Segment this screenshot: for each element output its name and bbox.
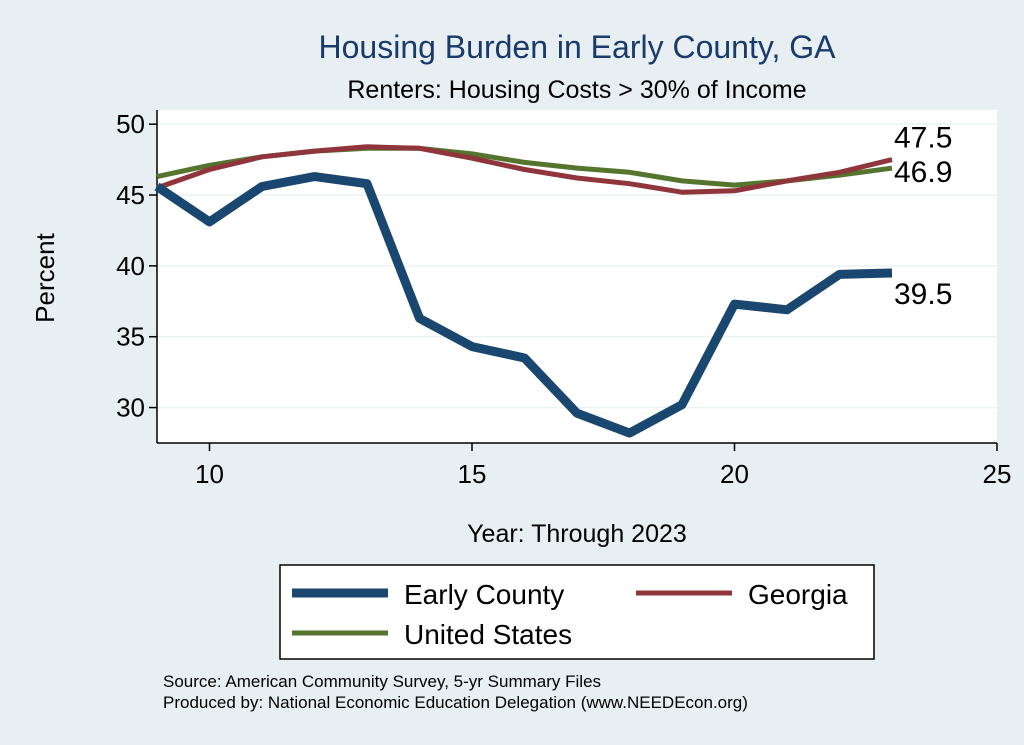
series-line-early-county [154,172,893,438]
x-tick-label-20: 20 [720,459,749,489]
chart-subtitle: Renters: Housing Costs > 30% of Income [347,76,806,104]
chart-title: Housing Burden in Early County, GA [319,29,837,65]
series-line-georgia [156,144,893,195]
source-note: Source: American Community Survey, 5-yr … [163,672,601,691]
y-tick-label-45: 45 [116,180,145,210]
axes: 30 35 40 45 50 10 15 20 25 [116,109,1011,489]
legend-box [279,564,875,660]
legend-label-early-county: Early County [404,579,564,610]
legend: Early County Georgia United States [279,564,875,660]
x-tick-label-15: 15 [458,459,487,489]
legend-label-united-states: United States [404,619,572,650]
y-axis-title: Percent [30,232,60,322]
y-tick-label-50: 50 [116,109,145,139]
grid-lines [157,123,997,409]
end-label-georgia: 47.5 [894,122,952,155]
x-axis-title: Year: Through 2023 [467,520,687,548]
end-label-early-county: 39.5 [894,278,952,311]
end-labels: 39.5 47.546.9 [894,122,952,311]
y-tick-label-40: 40 [116,251,145,281]
end-label-united-states: 46.9 [894,156,952,189]
x-tick-label-25: 25 [983,459,1012,489]
series-lines [154,144,893,438]
y-tick-label-35: 35 [116,322,145,352]
producer-note: Produced by: National Economic Education… [163,693,748,712]
y-tick-label-30: 30 [116,393,145,423]
x-tick-label-10: 10 [195,459,224,489]
legend-label-georgia: Georgia [748,579,848,610]
